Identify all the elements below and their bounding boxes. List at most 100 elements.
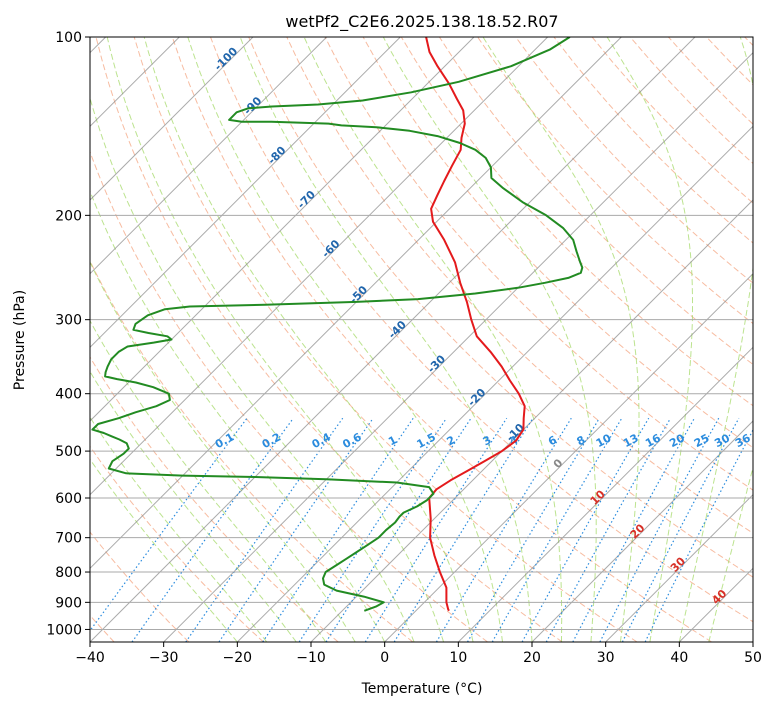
mixing-ratio-label: 0.2 xyxy=(260,431,283,452)
moist-adiabat xyxy=(239,37,533,642)
moist-adiabat xyxy=(678,37,753,642)
mixing-ratio-label: 13 xyxy=(621,431,641,450)
dry-adiabat xyxy=(90,531,190,642)
mixing-ratio-line xyxy=(521,417,650,642)
moist-adiabat xyxy=(606,37,693,642)
y-tick-label: 600 xyxy=(55,491,82,507)
mixing-ratio-line xyxy=(491,417,623,642)
moist-adiabat xyxy=(106,37,445,642)
isotherm-label: -80 xyxy=(265,144,288,167)
isotherm-label: 20 xyxy=(628,521,648,541)
mixing-ratio-line xyxy=(466,417,600,642)
isotherm xyxy=(310,199,753,642)
y-tick-label: 900 xyxy=(55,595,82,611)
x-tick-label: −20 xyxy=(223,650,253,666)
dry-adiabat xyxy=(400,37,753,407)
isotherm-label: -40 xyxy=(386,318,409,341)
x-tick-label: 0 xyxy=(380,650,389,666)
mixing-ratio-line xyxy=(572,417,695,642)
isotherm-label: -100 xyxy=(212,44,241,73)
pressure-gridlines xyxy=(90,37,753,630)
mixing-ratio-label: 0.4 xyxy=(310,430,334,451)
chart-title: wetPf2_C2E6.2025.138.18.52.R07 xyxy=(285,12,558,32)
mixing-ratio-label: 10 xyxy=(594,431,614,450)
isotherm-label: -70 xyxy=(295,188,318,211)
isotherm-label: -90 xyxy=(241,94,264,117)
mixing-ratio-line xyxy=(393,417,534,642)
moist-adiabat xyxy=(482,37,640,642)
isotherm xyxy=(384,272,753,642)
mixing-ratio-label: 1.5 xyxy=(415,430,438,451)
dry-adiabat xyxy=(591,37,753,204)
mixing-ratio-line xyxy=(90,417,248,632)
y-tick-label: 500 xyxy=(55,444,82,460)
moist-adiabat xyxy=(90,260,356,642)
mixing-ratio-label: 36 xyxy=(733,431,753,450)
dry-adiabat xyxy=(515,37,753,284)
isotherm xyxy=(90,37,328,275)
y-tick-label: 100 xyxy=(55,30,82,46)
mixing-ratio-label: 2 xyxy=(445,433,458,448)
y-axis-title: Pressure (hPa) xyxy=(12,290,28,390)
plot-frame xyxy=(89,36,754,643)
moist-adiabat xyxy=(90,458,238,642)
mixing-ratio-label: 1 xyxy=(386,433,399,448)
dry-adiabat xyxy=(744,37,753,47)
isotherm-label: -60 xyxy=(319,237,342,260)
dry-adiabat xyxy=(95,37,563,642)
isotherm xyxy=(90,37,475,422)
moist-adiabat xyxy=(303,37,563,642)
x-axis: −40 −30 −20 −10 0 10 20 30 40 50 xyxy=(75,642,762,666)
x-tick-label: 50 xyxy=(744,650,762,666)
mixing-ratio-line xyxy=(218,417,374,642)
mixing-ratio-line xyxy=(644,428,753,642)
mixing-ratio-line xyxy=(262,417,414,642)
dry-adiabat xyxy=(133,37,638,642)
isotherm xyxy=(90,37,254,201)
dry-adiabat xyxy=(210,37,753,623)
isotherm xyxy=(90,37,549,496)
moist-adiabat xyxy=(382,37,597,642)
x-tick-label: 10 xyxy=(449,650,467,666)
dewpoint-profile xyxy=(91,37,584,612)
y-tick-label: 400 xyxy=(55,387,82,403)
mixing-ratio-line xyxy=(185,417,344,642)
mixing-ratio-label: 3 xyxy=(481,433,494,448)
mixing-ratio-label: 30 xyxy=(712,431,732,450)
moist-adiabat xyxy=(90,189,386,642)
dry-adiabat xyxy=(668,37,753,125)
x-tick-label: −10 xyxy=(296,650,326,666)
isotherm xyxy=(752,641,753,642)
x-axis-title: Temperature (°C) xyxy=(361,681,483,697)
dry-adiabat xyxy=(438,37,753,366)
background-lines xyxy=(90,37,753,642)
x-tick-label: 40 xyxy=(670,650,688,666)
isotherm xyxy=(236,125,753,642)
moist-adiabat xyxy=(187,37,503,642)
mixing-ratio-line xyxy=(621,417,740,642)
dry-adiabat xyxy=(90,150,488,642)
isotherm-label: 10 xyxy=(588,487,608,507)
moist-adiabat xyxy=(143,37,474,642)
isotherm xyxy=(163,51,753,642)
y-tick-label: 800 xyxy=(55,565,82,581)
mixing-ratio-label: 0.1 xyxy=(213,430,236,451)
profile-lines xyxy=(91,37,584,612)
dry-adiabat xyxy=(90,445,264,642)
temperature-profile xyxy=(425,37,526,612)
isotherm xyxy=(531,420,753,642)
mixing-ratio-line xyxy=(364,417,508,642)
dry-adiabat xyxy=(90,356,339,642)
mixing-ratio-label: 6 xyxy=(546,433,559,448)
y-tick-label: 200 xyxy=(55,208,82,224)
mixing-ratio-label: 20 xyxy=(667,431,687,450)
dry-adiabat xyxy=(248,37,753,578)
isotherm-label: 40 xyxy=(709,587,729,607)
x-tick-label: −40 xyxy=(75,650,105,666)
isotherm xyxy=(457,346,753,642)
isotherm xyxy=(678,567,753,642)
dry-adiabat xyxy=(90,259,414,642)
isotherm xyxy=(90,37,622,570)
x-tick-label: 30 xyxy=(597,650,615,666)
